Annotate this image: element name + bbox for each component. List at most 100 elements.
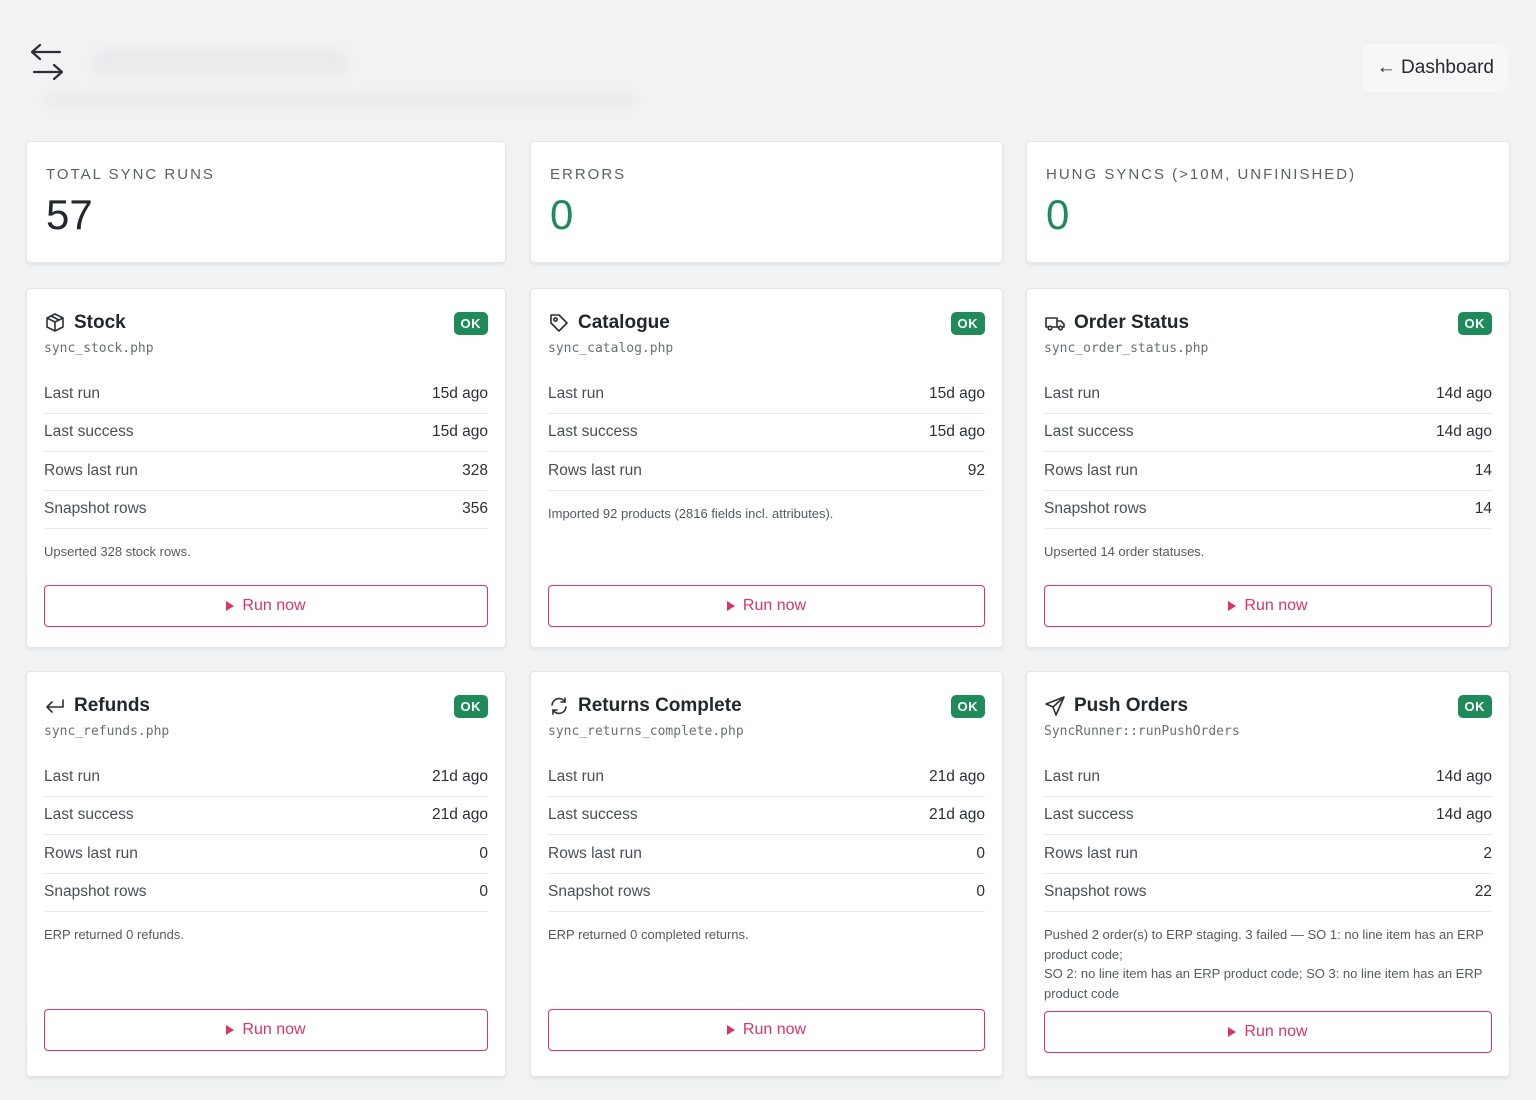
last-run-row: Last run 15d ago [548,375,985,414]
job-note: ERP returned 0 completed returns. [548,927,749,942]
job-script: sync_refunds.php [44,724,170,739]
last-success-row: Last success 14d ago [1044,414,1492,452]
snapshot-rows-row: Snapshot rows 0 [548,874,985,912]
snapshot-rows-row: Snapshot rows 22 [1044,874,1492,912]
run-now-label: Run now [242,1021,306,1038]
tag-icon [550,314,568,332]
row-label: Rows last run [548,461,642,479]
job-script: SyncRunner::runPushOrders [1044,724,1240,739]
row-value: 14 [1474,500,1492,518]
blurred-page-title [90,48,350,76]
stat-label: HUNG SYNCS (>10M, UNFINISHED) [1046,166,1357,183]
row-label: Last success [548,423,638,441]
row-label: Last success [1044,423,1134,441]
row-value: 328 [462,461,488,479]
run-now-button[interactable]: Run now [44,585,488,627]
job-note: Pushed 2 order(s) to ERP staging. 3 fail… [1044,925,1492,1003]
row-value: 22 [1474,883,1492,901]
stat-label: ERRORS [550,166,627,183]
back-to-dashboard-button[interactable]: ← Dashboard [1362,44,1508,92]
stat-card-hung-syncs: HUNG SYNCS (>10M, UNFINISHED) 0 [1026,141,1510,263]
run-now-button[interactable]: Run now [1044,1011,1492,1053]
job-title: Catalogue [578,312,670,333]
row-value: 14d ago [1435,384,1492,402]
last-run-row: Last run 21d ago [548,758,985,797]
run-now-label: Run now [1244,1023,1308,1040]
row-value: 14d ago [1435,423,1492,441]
row-label: Last success [1044,806,1134,824]
run-now-label: Run now [1244,597,1308,614]
row-value: 0 [976,883,985,901]
row-label: Snapshot rows [1044,500,1147,518]
run-now-button[interactable]: Run now [44,1009,488,1051]
back-to-dashboard-label: ← Dashboard [1376,57,1494,78]
stat-value: 57 [46,191,93,238]
row-label: Last run [548,767,605,785]
row-value: 15d ago [431,423,488,441]
row-value: 0 [479,844,488,862]
last-success-row: Last success 21d ago [548,797,985,835]
stat-value: 0 [550,191,574,238]
stat-card-total-sync-runs: TOTAL SYNC RUNS 57 [26,141,506,263]
last-run-row: Last run 21d ago [44,758,488,797]
row-value: 21d ago [431,767,488,785]
run-now-button[interactable]: Run now [548,1009,985,1051]
job-title: Returns Complete [578,695,742,716]
row-value: 356 [462,500,488,518]
job-note: Upserted 14 order statuses. [1044,544,1205,559]
play-icon [226,601,235,611]
row-value: 0 [976,844,985,862]
row-value: 0 [479,883,488,901]
sync-arrows-icon [30,43,64,81]
row-value: 92 [967,461,985,479]
return-arrow-icon [46,699,64,713]
status-badge: OK [453,694,488,718]
play-icon [726,1025,735,1035]
row-label: Snapshot rows [44,883,147,901]
job-note-line: SO 2: no line item has an ERP product co… [1044,966,1483,1001]
job-script: sync_returns_complete.php [548,724,744,739]
stat-label: TOTAL SYNC RUNS [46,166,215,183]
last-success-row: Last success 15d ago [44,414,488,452]
row-label: Last run [44,767,101,785]
box-icon [46,313,64,332]
job-note: Upserted 328 stock rows. [44,544,191,559]
send-icon [1045,696,1065,716]
row-label: Rows last run [1044,461,1138,479]
run-now-label: Run now [242,597,306,614]
row-label: Snapshot rows [44,500,147,518]
status-badge: OK [1457,311,1492,335]
stat-value: 0 [1046,191,1070,238]
job-title: Order Status [1074,312,1190,333]
snapshot-rows-row: Snapshot rows 0 [44,874,488,912]
job-title: Push Orders [1074,695,1189,716]
job-script: sync_catalog.php [548,341,674,356]
row-value: 15d ago [928,384,985,402]
snapshot-rows-row: Snapshot rows 356 [44,491,488,529]
run-now-label: Run now [742,597,807,614]
row-value: 21d ago [431,806,488,824]
last-success-row: Last success 14d ago [1044,797,1492,835]
row-value: 2 [1483,844,1492,862]
row-label: Last run [1044,384,1101,402]
row-value: 15d ago [928,423,985,441]
rows-last-run-row: Rows last run 328 [44,452,488,491]
snapshot-rows-row: Snapshot rows 14 [1044,491,1492,529]
run-now-button[interactable]: Run now [548,585,985,627]
job-card-push-orders: Push Orders OK SyncRunner::runPushOrders… [1026,671,1510,1077]
row-label: Snapshot rows [1044,883,1147,901]
blurred-page-subtitle [40,92,640,108]
status-badge: OK [950,694,985,718]
last-run-row: Last run 14d ago [1044,758,1492,797]
row-value: 15d ago [431,384,488,402]
job-card-returns-complete: Returns Complete OK sync_returns_complet… [530,671,1003,1077]
run-now-button[interactable]: Run now [1044,585,1492,627]
status-badge: OK [453,311,488,335]
row-label: Rows last run [548,844,642,862]
last-run-row: Last run 15d ago [44,375,488,414]
row-value: 14d ago [1435,806,1492,824]
job-title: Stock [74,312,126,333]
play-icon [226,1025,235,1035]
row-label: Last run [1044,767,1101,785]
